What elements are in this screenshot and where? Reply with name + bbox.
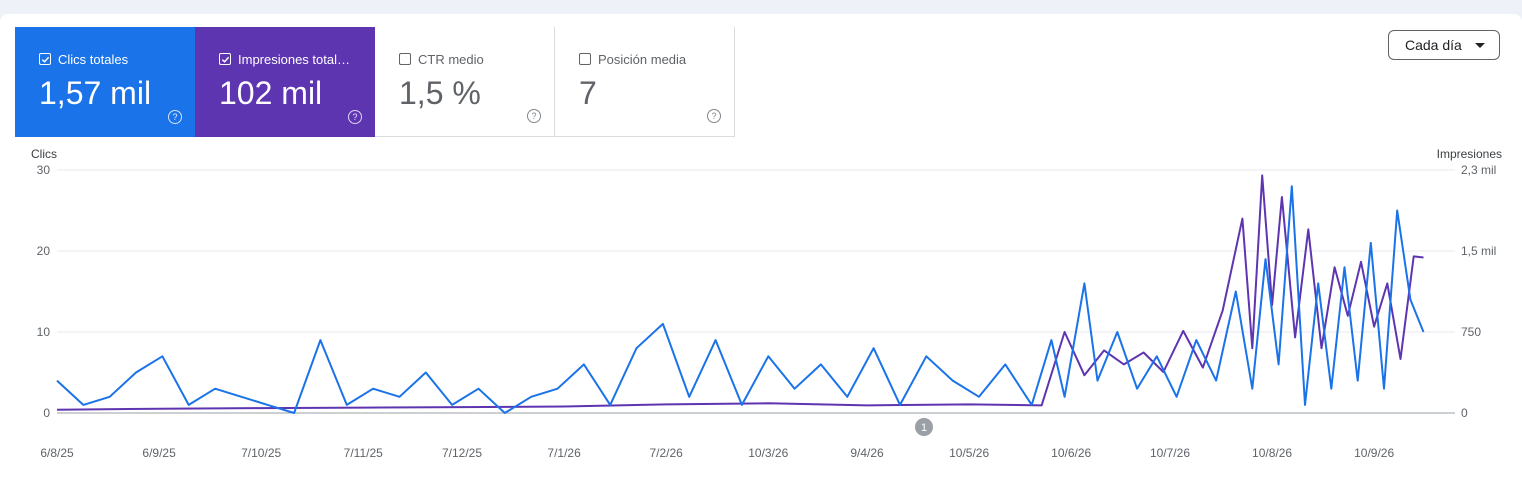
x-tick-label: 7/10/25 <box>241 446 281 460</box>
x-tick-label: 10/6/26 <box>1051 446 1091 460</box>
left-axis-title: Clics <box>31 147 57 161</box>
metric-tile-position[interactable]: Posición media 7 ? <box>555 27 735 137</box>
help-icon[interactable]: ? <box>168 110 182 124</box>
metric-tile-clicks[interactable]: Clics totales 1,57 mil ? <box>15 27 195 137</box>
metric-tile-impressions[interactable]: Impresiones totales 102 mil ? <box>195 27 375 137</box>
left-tick-label: 20 <box>37 244 51 258</box>
metric-value: 1,5 % <box>399 75 481 111</box>
x-tick-label: 10/7/26 <box>1150 446 1190 460</box>
right-tick-label: 1,5 mil <box>1461 244 1496 258</box>
x-tick-label: 6/8/25 <box>40 446 74 460</box>
x-tick-label: 10/8/26 <box>1252 446 1292 460</box>
left-tick-label: 10 <box>37 325 51 339</box>
x-tick-label: 7/1/26 <box>547 446 581 460</box>
checkbox-unchecked-icon[interactable] <box>579 53 591 65</box>
right-tick-label: 0 <box>1461 406 1468 420</box>
caret-down-icon <box>1475 43 1485 48</box>
left-tick-label: 0 <box>43 406 50 420</box>
x-tick-label: 6/9/25 <box>142 446 176 460</box>
x-tick-label: 10/9/26 <box>1354 446 1394 460</box>
x-tick-label: 9/4/26 <box>850 446 884 460</box>
series-line-clics <box>56 185 1425 414</box>
metric-tile-ctr[interactable]: CTR medio 1,5 % ? <box>375 27 555 137</box>
gridlines <box>57 169 1455 414</box>
checkbox-checked-icon[interactable] <box>219 53 231 65</box>
x-tick-label: 10/5/26 <box>949 446 989 460</box>
granularity-label: Cada día <box>1405 37 1462 53</box>
right-axis-title: Impresiones <box>1437 147 1502 161</box>
metric-value: 102 mil <box>219 75 323 111</box>
x-axis-ticks: 6/8/25 6/9/25 7/10/25 7/11/25 7/12/25 7/1/26 7… <box>40 446 1394 460</box>
granularity-dropdown[interactable]: Cada día <box>1388 30 1500 60</box>
series-lines <box>56 174 1425 414</box>
help-icon[interactable]: ? <box>527 109 541 123</box>
right-tick-label: 2,3 mil <box>1461 163 1496 177</box>
annotation-badge-label: 1 <box>921 422 927 434</box>
checkbox-unchecked-icon[interactable] <box>399 53 411 65</box>
x-tick-label: 10/3/26 <box>748 446 788 460</box>
annotation-marker[interactable]: 1 <box>915 418 933 436</box>
x-tick-label: 7/11/25 <box>344 446 383 460</box>
x-tick-label: 7/12/25 <box>442 446 482 460</box>
left-tick-label: 30 <box>37 163 51 177</box>
metric-value: 7 <box>579 75 597 111</box>
checkbox-checked-icon[interactable] <box>39 53 51 65</box>
metric-value: 1,57 mil <box>39 75 152 111</box>
right-axis-ticks: 0 750 1,5 mil 2,3 mil <box>1461 163 1496 420</box>
series-line-impresiones <box>56 174 1424 411</box>
right-tick-label: 750 <box>1461 325 1481 339</box>
x-tick-label: 7/2/26 <box>649 446 683 460</box>
metric-tiles: Clics totales 1,57 mil ? Impresiones tot… <box>15 27 735 137</box>
help-icon[interactable]: ? <box>707 109 721 123</box>
help-icon[interactable]: ? <box>348 110 362 124</box>
left-axis-ticks: 0 10 20 30 <box>37 163 51 420</box>
